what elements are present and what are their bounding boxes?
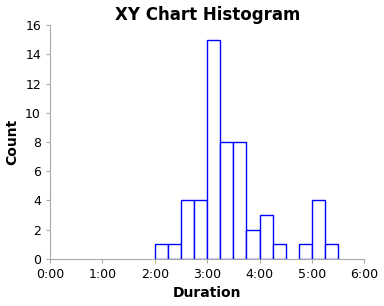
Bar bbox=[325, 244, 338, 259]
Bar bbox=[207, 40, 220, 259]
Bar bbox=[220, 142, 233, 259]
Bar bbox=[233, 142, 247, 259]
Bar bbox=[260, 215, 273, 259]
Bar bbox=[181, 200, 194, 259]
Bar bbox=[247, 230, 260, 259]
Bar bbox=[155, 244, 168, 259]
Bar bbox=[312, 200, 325, 259]
Y-axis label: Count: Count bbox=[5, 119, 20, 165]
Bar bbox=[299, 244, 312, 259]
Bar bbox=[273, 244, 286, 259]
Title: XY Chart Histogram: XY Chart Histogram bbox=[114, 6, 300, 24]
Bar bbox=[194, 200, 207, 259]
Bar bbox=[168, 244, 181, 259]
X-axis label: Duration: Duration bbox=[173, 286, 242, 300]
